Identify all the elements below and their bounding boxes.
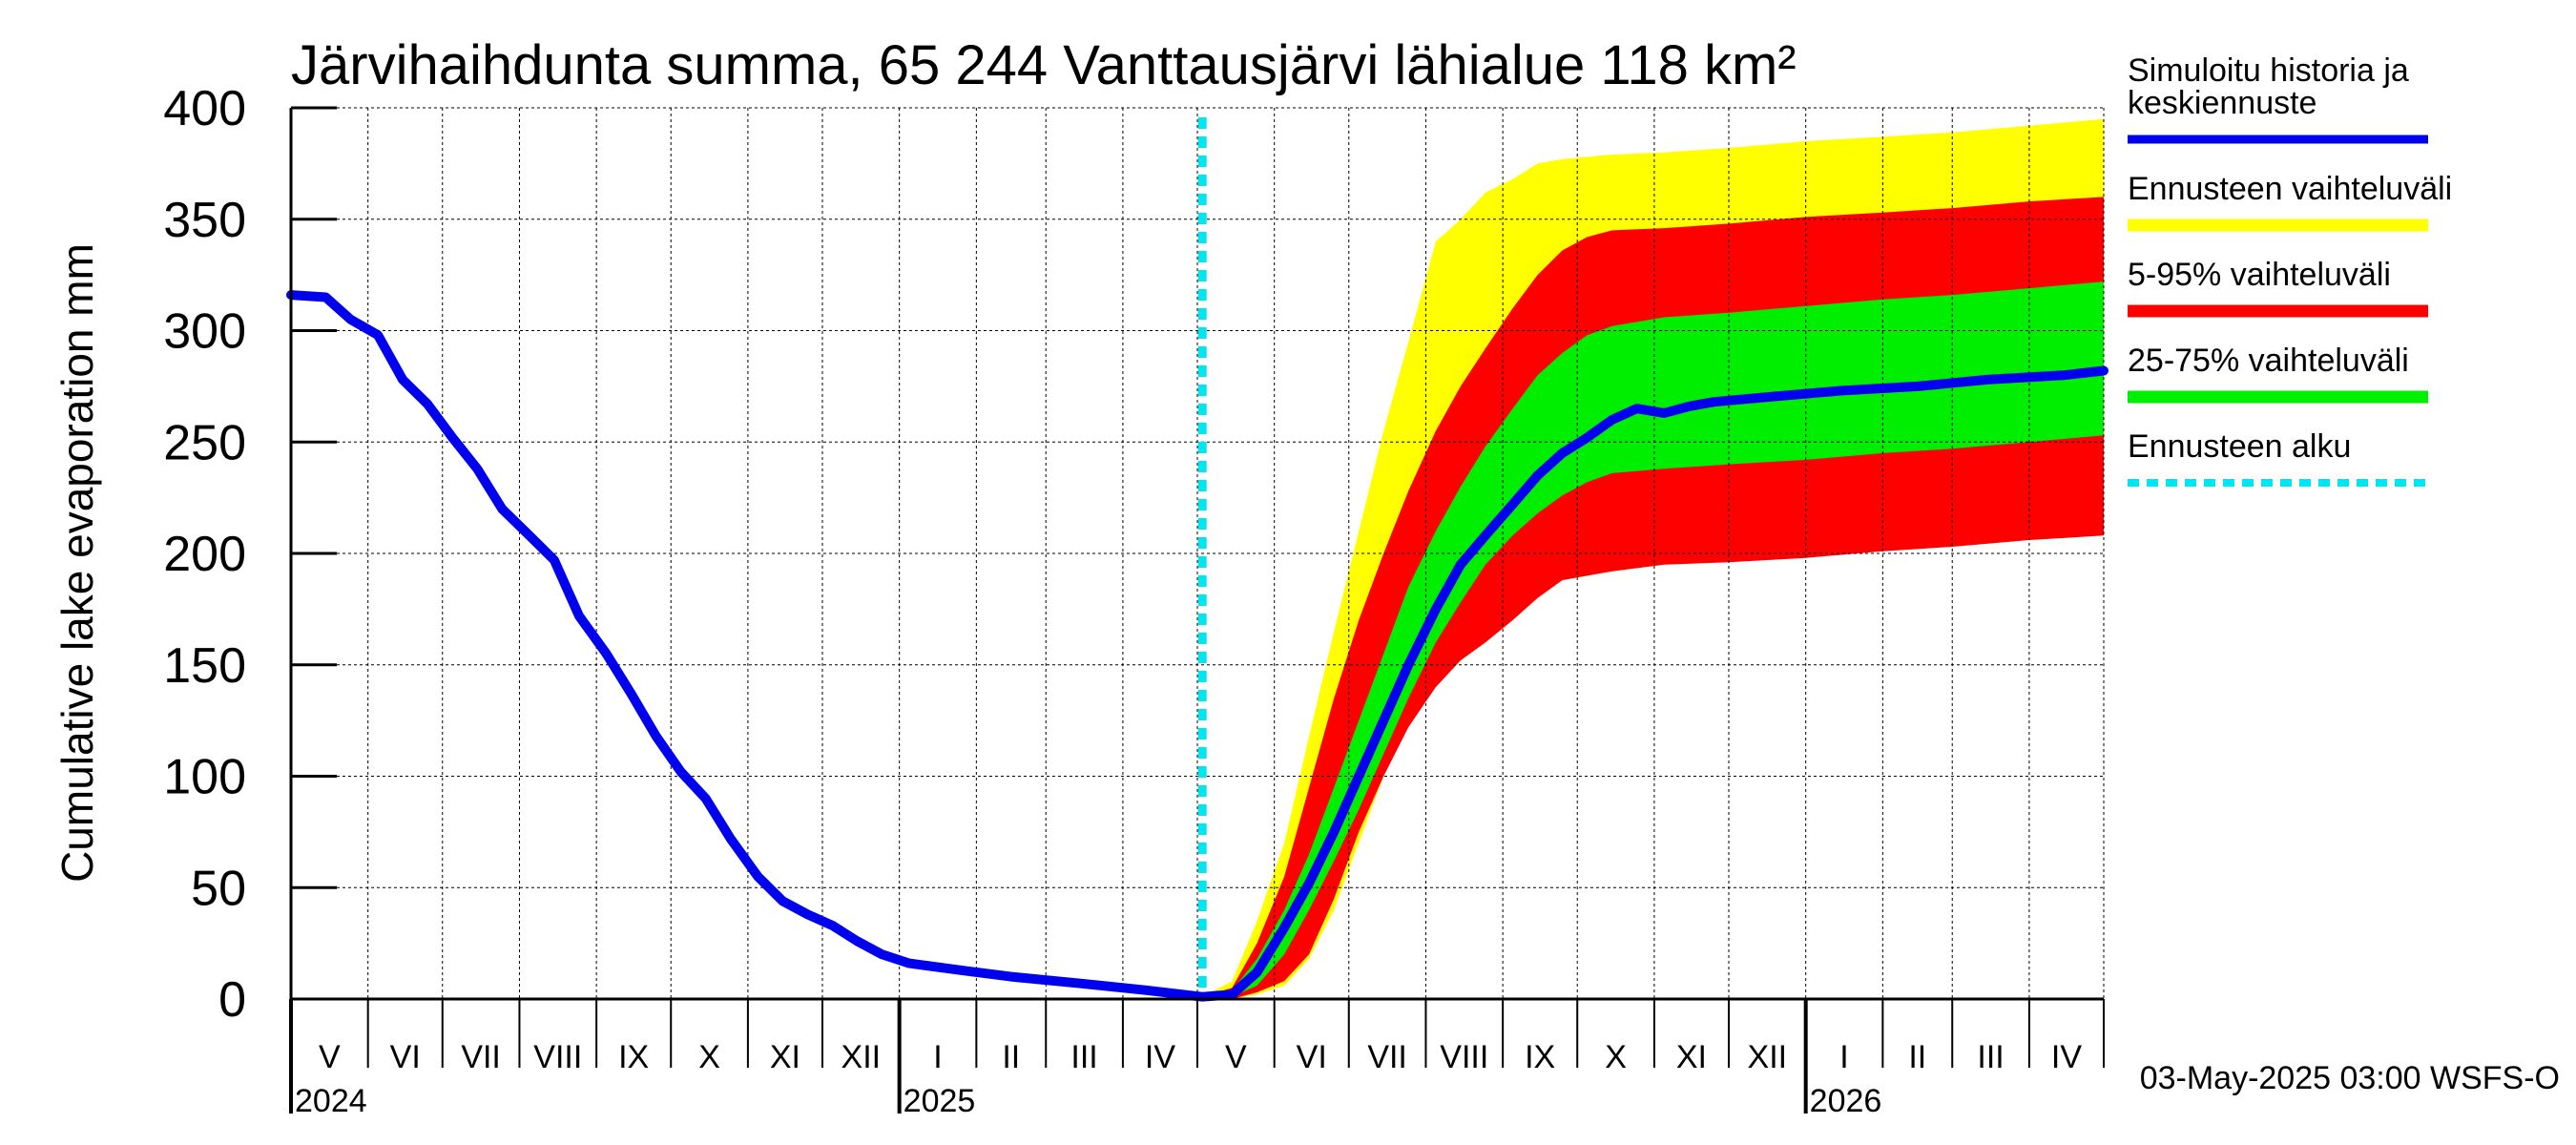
y-tick-label: 200 xyxy=(163,527,246,582)
month-label: VII xyxy=(1367,1039,1407,1075)
month-label: II xyxy=(1908,1039,1926,1075)
forecast-bands xyxy=(1202,118,2104,1000)
timestamp-footer: 03-May-2025 03:00 WSFS-O xyxy=(2140,1060,2560,1096)
band-25-75-vaihteluv-li xyxy=(1202,281,2104,1000)
month-label: XII xyxy=(1748,1039,1788,1075)
legend-label: keskiennuste xyxy=(2128,85,2316,121)
legend-label: 25-75% vaihteluväli xyxy=(2128,343,2409,379)
y-tick-label: 400 xyxy=(163,81,246,136)
month-label: XII xyxy=(841,1039,882,1075)
legend-label: 5-95% vaihteluväli xyxy=(2128,257,2391,293)
month-label: I xyxy=(933,1039,942,1075)
month-label: V xyxy=(1225,1039,1247,1075)
series-median-line xyxy=(286,290,2109,1002)
y-tick-label: 250 xyxy=(163,415,246,470)
month-label: IV xyxy=(2051,1039,2082,1075)
chart-title: Järvihaihdunta summa, 65 244 Vanttausjär… xyxy=(291,34,1797,96)
year-label: 2026 xyxy=(1810,1083,1882,1119)
month-label: III xyxy=(1070,1039,1097,1075)
month-label: I xyxy=(1839,1039,1848,1075)
grid-lines xyxy=(291,107,2105,999)
month-label: XI xyxy=(1676,1039,1707,1075)
month-label: X xyxy=(698,1039,720,1075)
month-label: IV xyxy=(1145,1039,1175,1075)
month-label: V xyxy=(319,1039,341,1075)
y-axis-label: Cumulative lake evaporation mm xyxy=(52,243,102,883)
y-tick-label: 0 xyxy=(218,972,246,1028)
year-label: 2025 xyxy=(904,1083,976,1119)
month-label: VIII xyxy=(533,1039,582,1075)
y-tick-label: 350 xyxy=(163,193,246,248)
month-label: IX xyxy=(1525,1039,1555,1075)
year-label: 2024 xyxy=(295,1083,367,1119)
month-label: VIII xyxy=(1440,1039,1488,1075)
month-label: XI xyxy=(770,1039,800,1075)
month-label: III xyxy=(1977,1039,2004,1075)
series-lines xyxy=(286,117,2109,1002)
legend-label: Simuloitu historia ja xyxy=(2128,52,2409,89)
month-label: VI xyxy=(1297,1039,1327,1075)
month-label: II xyxy=(1002,1039,1020,1075)
y-tick-label: 300 xyxy=(163,304,246,360)
month-label: X xyxy=(1605,1039,1627,1075)
y-tick-label: 100 xyxy=(163,750,246,805)
legend-label: Ennusteen alku xyxy=(2128,428,2351,465)
month-label: IX xyxy=(618,1039,649,1075)
y-tick-label: 150 xyxy=(163,638,246,694)
month-label: VII xyxy=(461,1039,501,1075)
month-label: VI xyxy=(390,1039,421,1075)
y-tick-label: 50 xyxy=(191,861,246,916)
legend-label: Ennusteen vaihteluväli xyxy=(2128,171,2452,207)
